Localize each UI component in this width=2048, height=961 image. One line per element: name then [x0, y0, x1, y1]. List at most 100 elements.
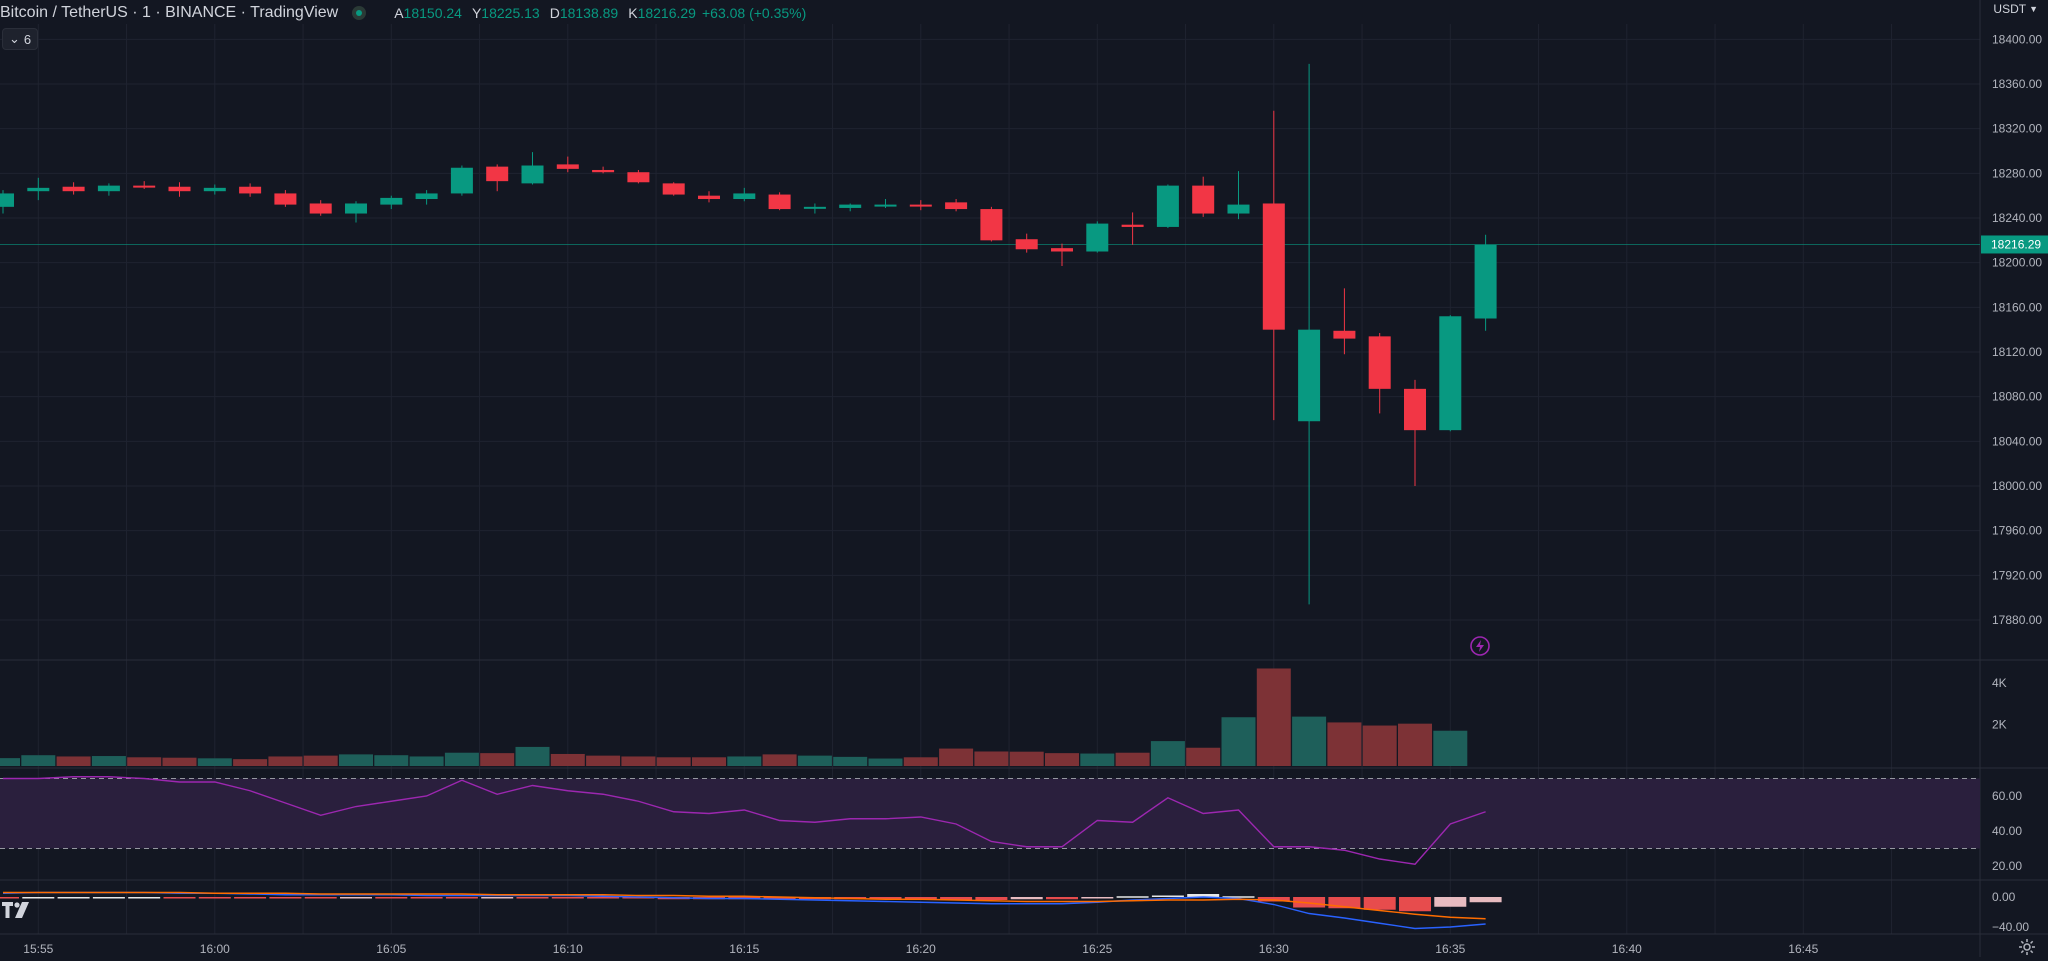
currency-selector[interactable]: USDT ▼	[1993, 2, 2038, 16]
macd-axis-label: 0.00	[1992, 890, 2016, 904]
rsi-line	[3, 776, 1486, 865]
macd-histogram-bar	[869, 897, 902, 900]
candle-body	[415, 193, 438, 200]
ohlc-open-key: A	[394, 5, 404, 21]
volume-bar	[197, 758, 232, 766]
volume-bar	[1115, 752, 1150, 766]
macd-histogram-bar	[975, 897, 1008, 900]
macd-histogram-bar	[481, 897, 514, 899]
price-axis-label: 18040.00	[1992, 434, 2042, 448]
candle-body	[733, 193, 756, 200]
price-axis-label: 17960.00	[1992, 524, 2042, 538]
candle-body	[1333, 330, 1356, 339]
candle-body	[345, 203, 367, 214]
volume-bar	[1362, 725, 1397, 766]
macd-histogram-bar	[163, 897, 196, 899]
volume-bar	[1433, 730, 1468, 766]
tradingview-logo-icon[interactable]	[0, 898, 32, 922]
ohlc-low-key: D	[549, 5, 560, 21]
ohlc-close-key: K	[628, 5, 638, 21]
candle-body	[133, 185, 156, 188]
macd-histogram-bar	[445, 897, 478, 899]
time-axis-label: 16:35	[1435, 942, 1465, 956]
volume-bar	[1045, 753, 1079, 766]
rsi-band	[0, 778, 1980, 849]
candle-body	[1368, 336, 1391, 389]
time-axis-label: 16:15	[729, 942, 759, 956]
candle-body	[1474, 244, 1497, 319]
macd-histogram-bar	[1081, 897, 1114, 899]
macd-histogram-bar	[234, 897, 267, 899]
macd-histogram-bar	[551, 897, 584, 899]
volume-bar	[1398, 723, 1432, 766]
time-axis-label: 16:30	[1259, 942, 1289, 956]
indicators-count: 6	[23, 31, 32, 47]
volume-bar	[939, 748, 974, 766]
volume-bar	[1080, 753, 1115, 766]
symbol-title[interactable]: Bitcoin / TetherUS · 1 · BINANCE · Tradi…	[0, 4, 339, 21]
candle-body	[698, 195, 720, 200]
time-axis-label: 15:55	[23, 942, 53, 956]
price-axis-label: 18160.00	[1992, 300, 2042, 314]
ohlc-high-value: 18225.13	[481, 5, 540, 21]
volume-bar	[586, 755, 621, 766]
macd-histogram-bar	[1222, 896, 1255, 898]
volume-bar	[1009, 751, 1044, 766]
macd-histogram-bar	[1257, 897, 1290, 902]
candle-body	[1439, 316, 1462, 431]
gear-icon[interactable]	[2018, 938, 2036, 956]
ohlc-open-value: 18150.24	[403, 5, 462, 21]
macd-histogram-bar	[587, 897, 620, 899]
volume-bar	[903, 757, 938, 766]
macd-histogram-bar	[1151, 895, 1184, 897]
macd-line	[2, 891, 1486, 930]
indicators-collapse-button[interactable]: ⌄ 6	[2, 28, 39, 50]
volume-bar	[56, 756, 91, 766]
time-axis-label: 16:20	[906, 942, 936, 956]
volume-bar	[374, 755, 409, 766]
macd-histogram-bar	[516, 897, 549, 899]
volume-bar	[480, 753, 515, 766]
candle-body	[1298, 329, 1321, 422]
current-price-tag	[1981, 235, 2048, 254]
macd-histogram-bar	[128, 897, 161, 899]
volume-axis-label: 2K	[1992, 718, 2007, 732]
chevron-down-icon: ⌄	[9, 31, 20, 46]
macd-histogram-bar	[92, 897, 125, 899]
volume-bar	[762, 754, 797, 766]
volume-bar	[127, 757, 162, 766]
macd-histogram-bar	[22, 897, 55, 899]
macd-histogram-bar	[375, 897, 408, 899]
ohlc-low-value: 18138.89	[559, 5, 619, 21]
volume-bar	[1327, 722, 1362, 766]
ohlc-high-key: Y	[471, 5, 482, 21]
macd-histogram-bar	[622, 897, 655, 899]
candle-body	[839, 204, 862, 208]
volume-bar	[515, 746, 550, 766]
currency-label: USDT	[1993, 2, 2027, 16]
candle-body	[521, 165, 544, 184]
volume-axis-label: 4K	[1992, 676, 2007, 690]
macd-histogram-bar	[1434, 897, 1467, 907]
candle-body	[768, 194, 791, 210]
rsi-axis-label: 60.00	[1992, 789, 2022, 803]
volume-bar	[621, 756, 656, 766]
volume-bar	[656, 757, 691, 766]
price-axis-label: 18360.00	[1992, 77, 2042, 91]
macd-histogram-bar	[340, 897, 372, 899]
macd-histogram-bar	[57, 897, 90, 899]
macd-histogram-bar	[1293, 897, 1326, 908]
price-axis-label: 18080.00	[1992, 390, 2042, 404]
volume-bar	[1256, 668, 1291, 766]
lightning-event-icon[interactable]	[1469, 635, 1491, 657]
macd-axis-label: −40.00	[1992, 920, 2029, 934]
price-axis-label: 18000.00	[1992, 479, 2042, 493]
time-axis-label: 16:45	[1788, 942, 1818, 956]
candle-body	[592, 169, 615, 173]
candle-body	[27, 187, 50, 192]
time-axis-label: 16:25	[1082, 942, 1112, 956]
macd-histogram-bar	[304, 897, 337, 899]
price-axis-label: 18320.00	[1992, 122, 2042, 136]
volume-bar	[1221, 717, 1256, 766]
